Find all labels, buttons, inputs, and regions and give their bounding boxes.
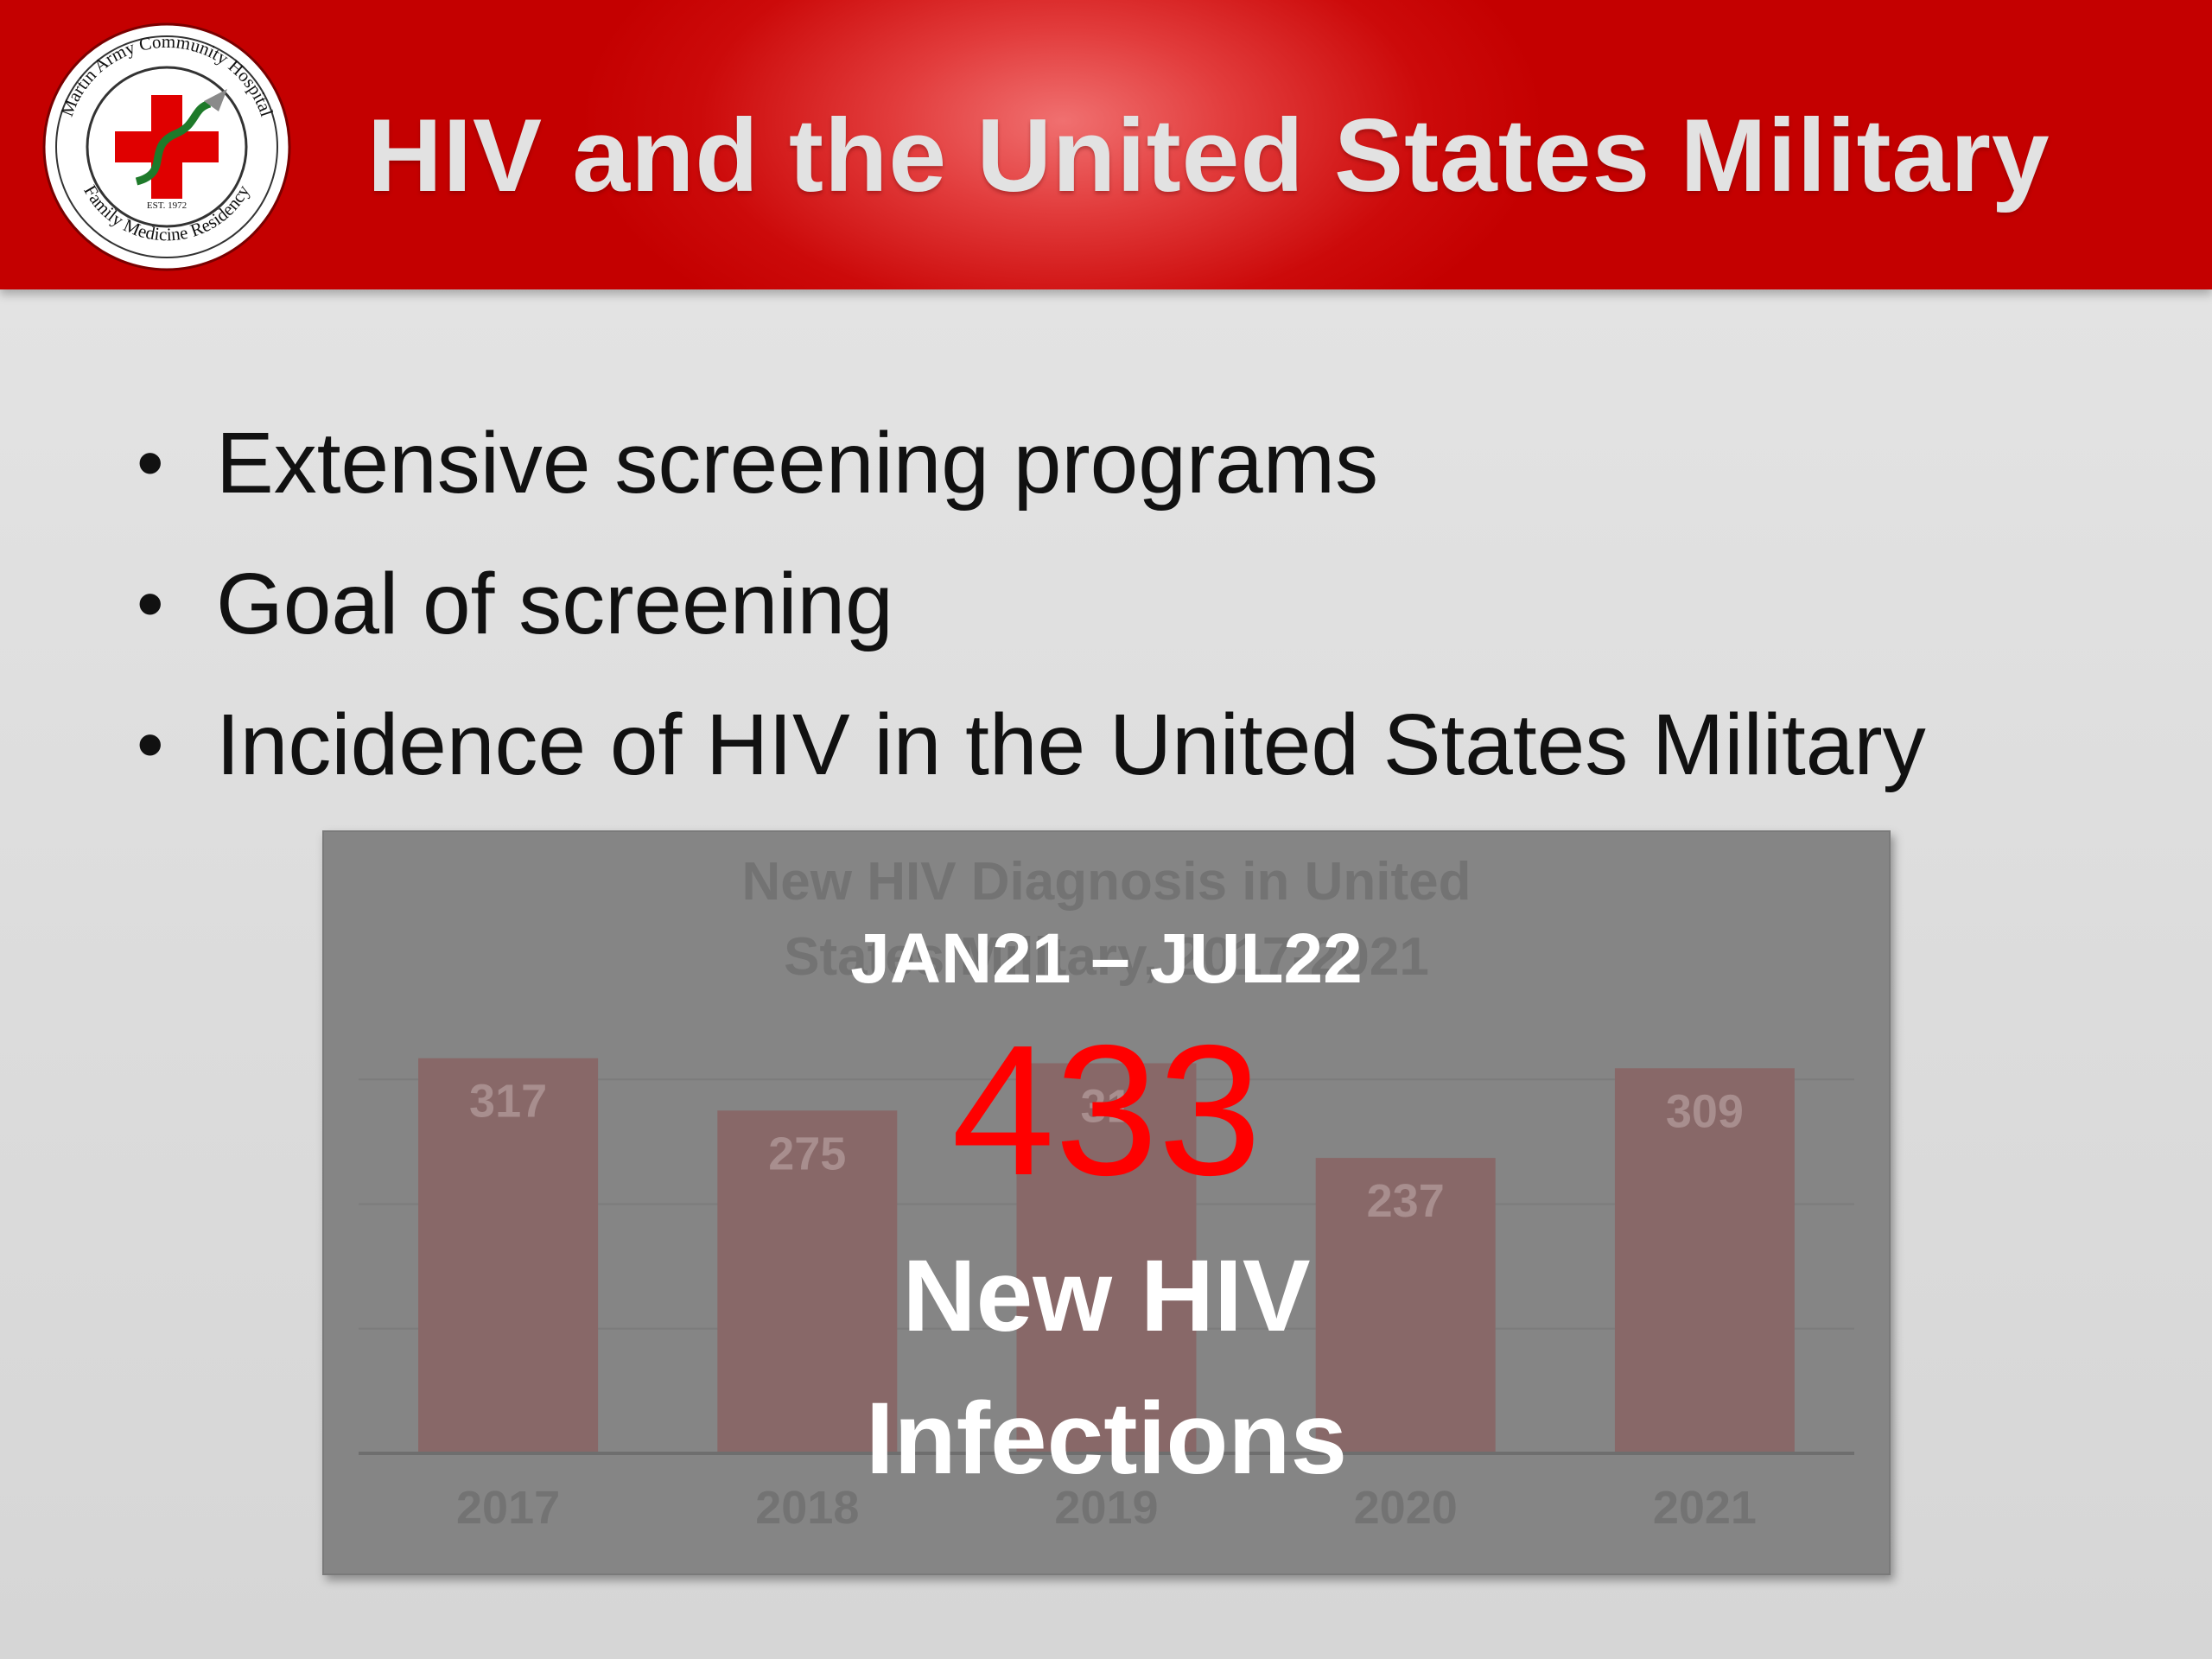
bullet-item: • Extensive screening programs [121,393,2108,534]
bar-data-label: 309 [1666,1085,1744,1137]
logo-est: EST. 1972 [147,200,187,211]
bullet-item: • Incidence of HIV in the United States M… [121,675,2108,816]
bar-data-label: 317 [469,1076,547,1128]
x-tick-label: 2017 [456,1482,560,1534]
overlay-label-line1: New HIV [902,1239,1311,1353]
bar-data-label: 237 [1367,1175,1445,1227]
chart-canvas: New HIV Diagnosis in United States Milita… [359,852,1854,1534]
bar [1016,1063,1197,1453]
bullet-item: • Goal of screening [121,534,2108,675]
bar [418,1058,599,1453]
hospital-seal-icon: Martin Army Community Hospital Family Me… [41,22,292,272]
bullet-dot: • [137,420,164,506]
bar [1315,1158,1496,1453]
bar-data-label: 31 [1080,1080,1132,1132]
page-title: HIV and the United States Military [367,98,2050,213]
x-tick-label: 2020 [1354,1482,1458,1534]
bullet-text: Extensive screening programs [216,415,1379,512]
title-banner: Martin Army Community Hospital Family Me… [0,0,2212,289]
bullet-text: Incidence of HIV in the United States Mi… [216,696,1926,793]
bar [1614,1068,1795,1453]
bar-data-label: 275 [768,1128,846,1179]
bullet-dot: • [137,702,164,788]
bullet-text: Goal of screening [216,556,893,652]
bar [717,1110,898,1453]
x-tick-label: 2018 [755,1482,859,1534]
bullet-list: • Extensive screening programs • Goal of s… [121,393,2108,816]
overlay-period: JAN21 – JUL22 [850,919,1363,998]
x-tick-label: 2021 [1653,1482,1757,1534]
chart-title-line2: States Military, 2017-2021 [784,927,1429,987]
overlay-count: 433 [951,1006,1262,1214]
chart-title: New HIV Diagnosis in United [742,852,1471,912]
overlay-label-line2: Infections [865,1382,1348,1496]
bar-chart: New HIV Diagnosis in United States Milita… [322,830,1891,1575]
bullet-dot: • [137,561,164,647]
x-tick-label: 2019 [1054,1482,1158,1534]
